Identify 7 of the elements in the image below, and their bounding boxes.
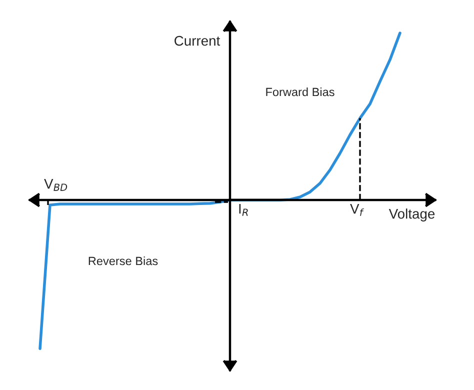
annotation: V$_{f}$ <box>350 204 364 216</box>
x-axis-title: Voltage <box>388 208 435 222</box>
annotation: V$_{BD}$ <box>44 179 68 191</box>
annotation: Reverse Bias <box>88 256 158 266</box>
y-axis-title: Current <box>174 36 220 46</box>
annotation: I$_{R}$ <box>239 204 248 216</box>
annotation: Forward Bias <box>266 88 334 96</box>
